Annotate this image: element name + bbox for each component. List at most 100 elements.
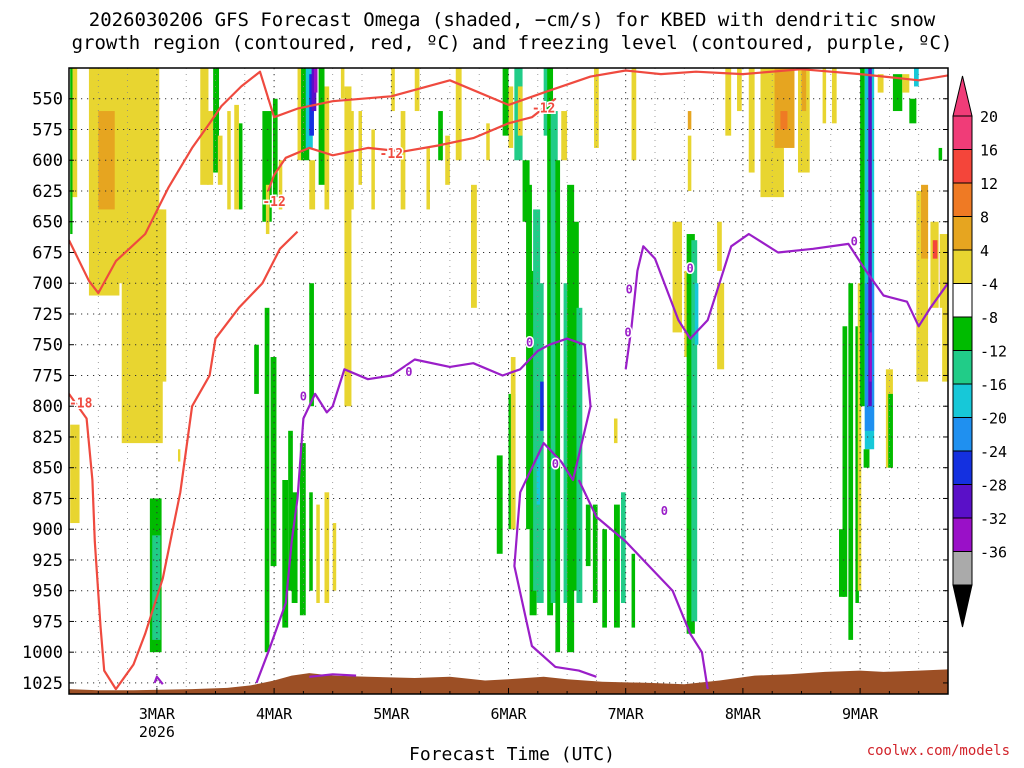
omega-cell: [152, 535, 161, 640]
colorbar-swatch: [952, 182, 973, 217]
omega-cell: [540, 381, 544, 431]
purple-contour-label: 0: [661, 504, 668, 518]
colorbar-swatch: [952, 484, 973, 519]
omega-cell: [291, 492, 298, 603]
omega-cell: [213, 68, 220, 173]
omega-cell: [939, 234, 948, 308]
omega-cell: [309, 160, 316, 210]
omega-cell: [613, 504, 620, 628]
omega-cell: [272, 98, 278, 198]
colorbar-label: 8: [980, 209, 989, 227]
y-tick-label: 900: [32, 520, 63, 540]
purple-contour-freezing-main: [255, 337, 597, 684]
purple-contour-label: 0: [526, 335, 533, 349]
x-tick-label: 3MAR: [139, 705, 176, 723]
omega-cell: [621, 492, 626, 603]
omega-cell: [857, 283, 862, 591]
omega-cell: [502, 68, 509, 136]
omega-cell: [400, 111, 406, 210]
omega-cell: [344, 86, 352, 407]
omega-cell: [517, 86, 523, 136]
omega-cell: [234, 104, 239, 210]
omega-cell: [855, 326, 859, 603]
purple-contour-small-2: [309, 673, 357, 678]
omega-cell: [156, 209, 167, 382]
y-tick-label: 725: [32, 305, 63, 325]
y-tick-label: 625: [32, 182, 63, 202]
colorbar-label: -24: [980, 443, 1007, 461]
omega-cell: [526, 184, 532, 530]
x-tick-label: 8MAR: [725, 705, 762, 723]
omega-cell: [748, 68, 755, 173]
red-contour-label: -12: [262, 195, 285, 210]
omega-cell: [860, 68, 865, 407]
omega-cell: [691, 240, 698, 622]
omega-cell: [288, 430, 293, 591]
x-tick-label: 7MAR: [608, 705, 645, 723]
omega-cell: [318, 68, 325, 185]
x-tick-label: 6MAR: [490, 705, 527, 723]
omega-cell: [892, 74, 903, 112]
contour-layer: -12 -12 -12 -18 0 0 0 0 0 0 0 0 0: [69, 68, 948, 691]
terrain-layer: [69, 669, 948, 694]
omega-shading-layer: [70, 68, 948, 653]
colorbar-swatch: [952, 551, 973, 586]
purple-contour-label: 0: [687, 261, 694, 275]
omega-cell: [686, 234, 695, 634]
colorbar-label: -8: [980, 309, 998, 327]
omega-cell: [278, 160, 283, 210]
omega-cell: [550, 111, 558, 603]
omega-cell: [631, 68, 637, 161]
omega-cell: [717, 283, 725, 370]
colorbar-label: 20: [980, 108, 998, 126]
y-tick-label: 1000: [22, 643, 63, 663]
purple-contour-freezing-right: [624, 232, 948, 370]
colorbar-swatch: [952, 517, 973, 552]
colorbar-label: -4: [980, 276, 998, 294]
colorbar-label: -32: [980, 510, 1007, 528]
omega-cell: [930, 221, 939, 308]
red-contour-dendritic-upper: [69, 68, 948, 295]
omega-cell: [254, 344, 259, 394]
omega-cell: [98, 111, 115, 210]
omega-cell: [914, 68, 919, 87]
omega-cell: [717, 221, 722, 271]
omega-cell: [563, 283, 568, 603]
credit-link[interactable]: coolwx.com/models: [866, 743, 1010, 759]
omega-cell: [313, 68, 318, 93]
omega-cell: [737, 68, 742, 112]
colorbar-label: 4: [980, 242, 989, 260]
y-tick-label: 700: [32, 274, 63, 294]
omega-cell: [309, 283, 314, 407]
y-tick-label: 650: [32, 213, 63, 233]
colorbar-swatch: [952, 249, 973, 284]
y-tick-label: 575: [32, 120, 63, 140]
omega-cell: [486, 123, 490, 161]
y-tick-label: 925: [32, 551, 63, 571]
omega-cell: [831, 68, 837, 124]
colorbar-swatch: [952, 283, 973, 318]
red-contour-dendritic-lower: [69, 230, 299, 691]
omega-cell: [262, 111, 272, 222]
omega-cell: [822, 68, 827, 124]
omega-cell: [613, 418, 618, 444]
y-tick-label: 550: [32, 90, 63, 110]
omega-cell: [358, 111, 362, 185]
omega-cell: [902, 74, 910, 93]
omega-cell: [371, 129, 375, 210]
x-tick-label: 5MAR: [373, 705, 410, 723]
colorbar-swatch: [952, 350, 973, 385]
omega-cell: [687, 111, 692, 130]
purple-contour-label: 0: [624, 325, 631, 339]
omega-cell: [177, 449, 181, 462]
omega-cell: [868, 68, 872, 407]
omega-cell: [455, 68, 462, 161]
x-axis-title: Forecast Time (UTC): [409, 744, 615, 765]
omega-cell: [877, 74, 884, 93]
omega-cell: [572, 221, 579, 591]
colorbar-swatch: [952, 316, 973, 351]
omega-cell: [869, 332, 872, 382]
omega-cell: [72, 68, 78, 198]
